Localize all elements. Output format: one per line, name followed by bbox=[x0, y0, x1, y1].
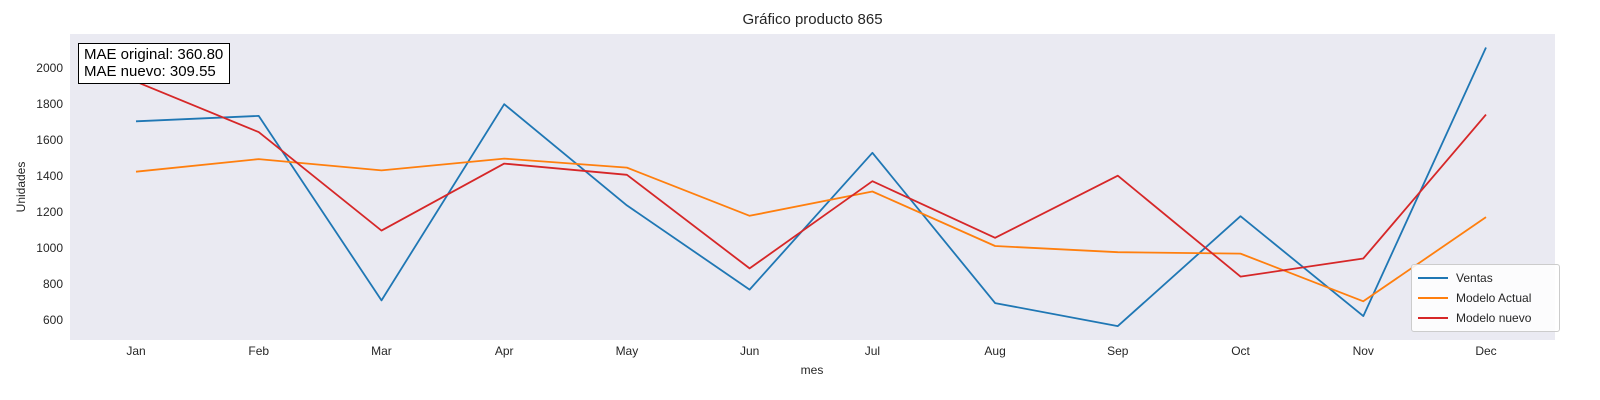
mae-nuevo-text: MAE nuevo: 309.55 bbox=[84, 63, 216, 80]
series-line-ventas bbox=[135, 47, 1487, 328]
y-tick-label: 2000 bbox=[36, 61, 63, 75]
legend-swatch-ventas bbox=[1418, 277, 1448, 279]
y-tick-label: 1800 bbox=[36, 97, 63, 111]
series-line-modelo-actual bbox=[135, 157, 1487, 303]
x-tick-label: Jan bbox=[126, 344, 145, 358]
x-tick-label: Apr bbox=[495, 344, 514, 358]
legend-entry-ventas: Ventas bbox=[1418, 268, 1553, 288]
mae-original-text: MAE original: 360.80 bbox=[84, 46, 224, 63]
x-tick-label: May bbox=[616, 344, 639, 358]
x-tick-label: Mar bbox=[371, 344, 392, 358]
chart-title: Gráfico producto 865 bbox=[742, 11, 883, 28]
y-axis-label: Unidades bbox=[14, 162, 28, 213]
legend-entry-modelo-nuevo: Modelo nuevo bbox=[1418, 308, 1553, 328]
y-tick-label: 800 bbox=[43, 277, 63, 291]
mae-annotation-box: MAE original: 360.80 MAE nuevo: 309.55 bbox=[78, 43, 231, 84]
y-tick-label: 1400 bbox=[36, 169, 63, 183]
x-tick-label: Aug bbox=[984, 344, 1005, 358]
x-axis-label: mes bbox=[801, 363, 824, 377]
y-tick-labels: 600 800 1000 1200 1400 1600 1800 2000 bbox=[36, 61, 63, 327]
x-tick-label: Feb bbox=[248, 344, 269, 358]
series-layer bbox=[135, 47, 1487, 328]
x-tick-label: Jul bbox=[865, 344, 880, 358]
x-tick-labels: Jan Feb Mar Apr May Jun Jul Aug Sep Oct Nov Dec bbox=[126, 344, 1496, 358]
series-line-modelo-nuevo bbox=[135, 80, 1487, 278]
plot-area bbox=[70, 34, 1555, 340]
y-tick-label: 1200 bbox=[36, 205, 63, 219]
legend-label-modelo-nuevo: Modelo nuevo bbox=[1456, 311, 1532, 325]
legend-label-ventas: Ventas bbox=[1456, 271, 1493, 285]
legend-entry-modelo-actual: Modelo Actual bbox=[1418, 288, 1553, 308]
x-tick-label: Dec bbox=[1475, 344, 1496, 358]
y-tick-label: 1000 bbox=[36, 241, 63, 255]
y-tick-label: 1600 bbox=[36, 133, 63, 147]
y-tick-label: 600 bbox=[43, 313, 63, 327]
legend: Ventas Modelo Actual Modelo nuevo bbox=[1411, 264, 1560, 332]
x-tick-label: Nov bbox=[1353, 344, 1374, 358]
x-tick-label: Oct bbox=[1231, 344, 1250, 358]
legend-label-modelo-actual: Modelo Actual bbox=[1456, 291, 1532, 305]
legend-swatch-modelo-nuevo bbox=[1418, 317, 1448, 319]
x-tick-label: Sep bbox=[1107, 344, 1129, 358]
x-tick-label: Jun bbox=[740, 344, 759, 358]
legend-swatch-modelo-actual bbox=[1418, 297, 1448, 299]
